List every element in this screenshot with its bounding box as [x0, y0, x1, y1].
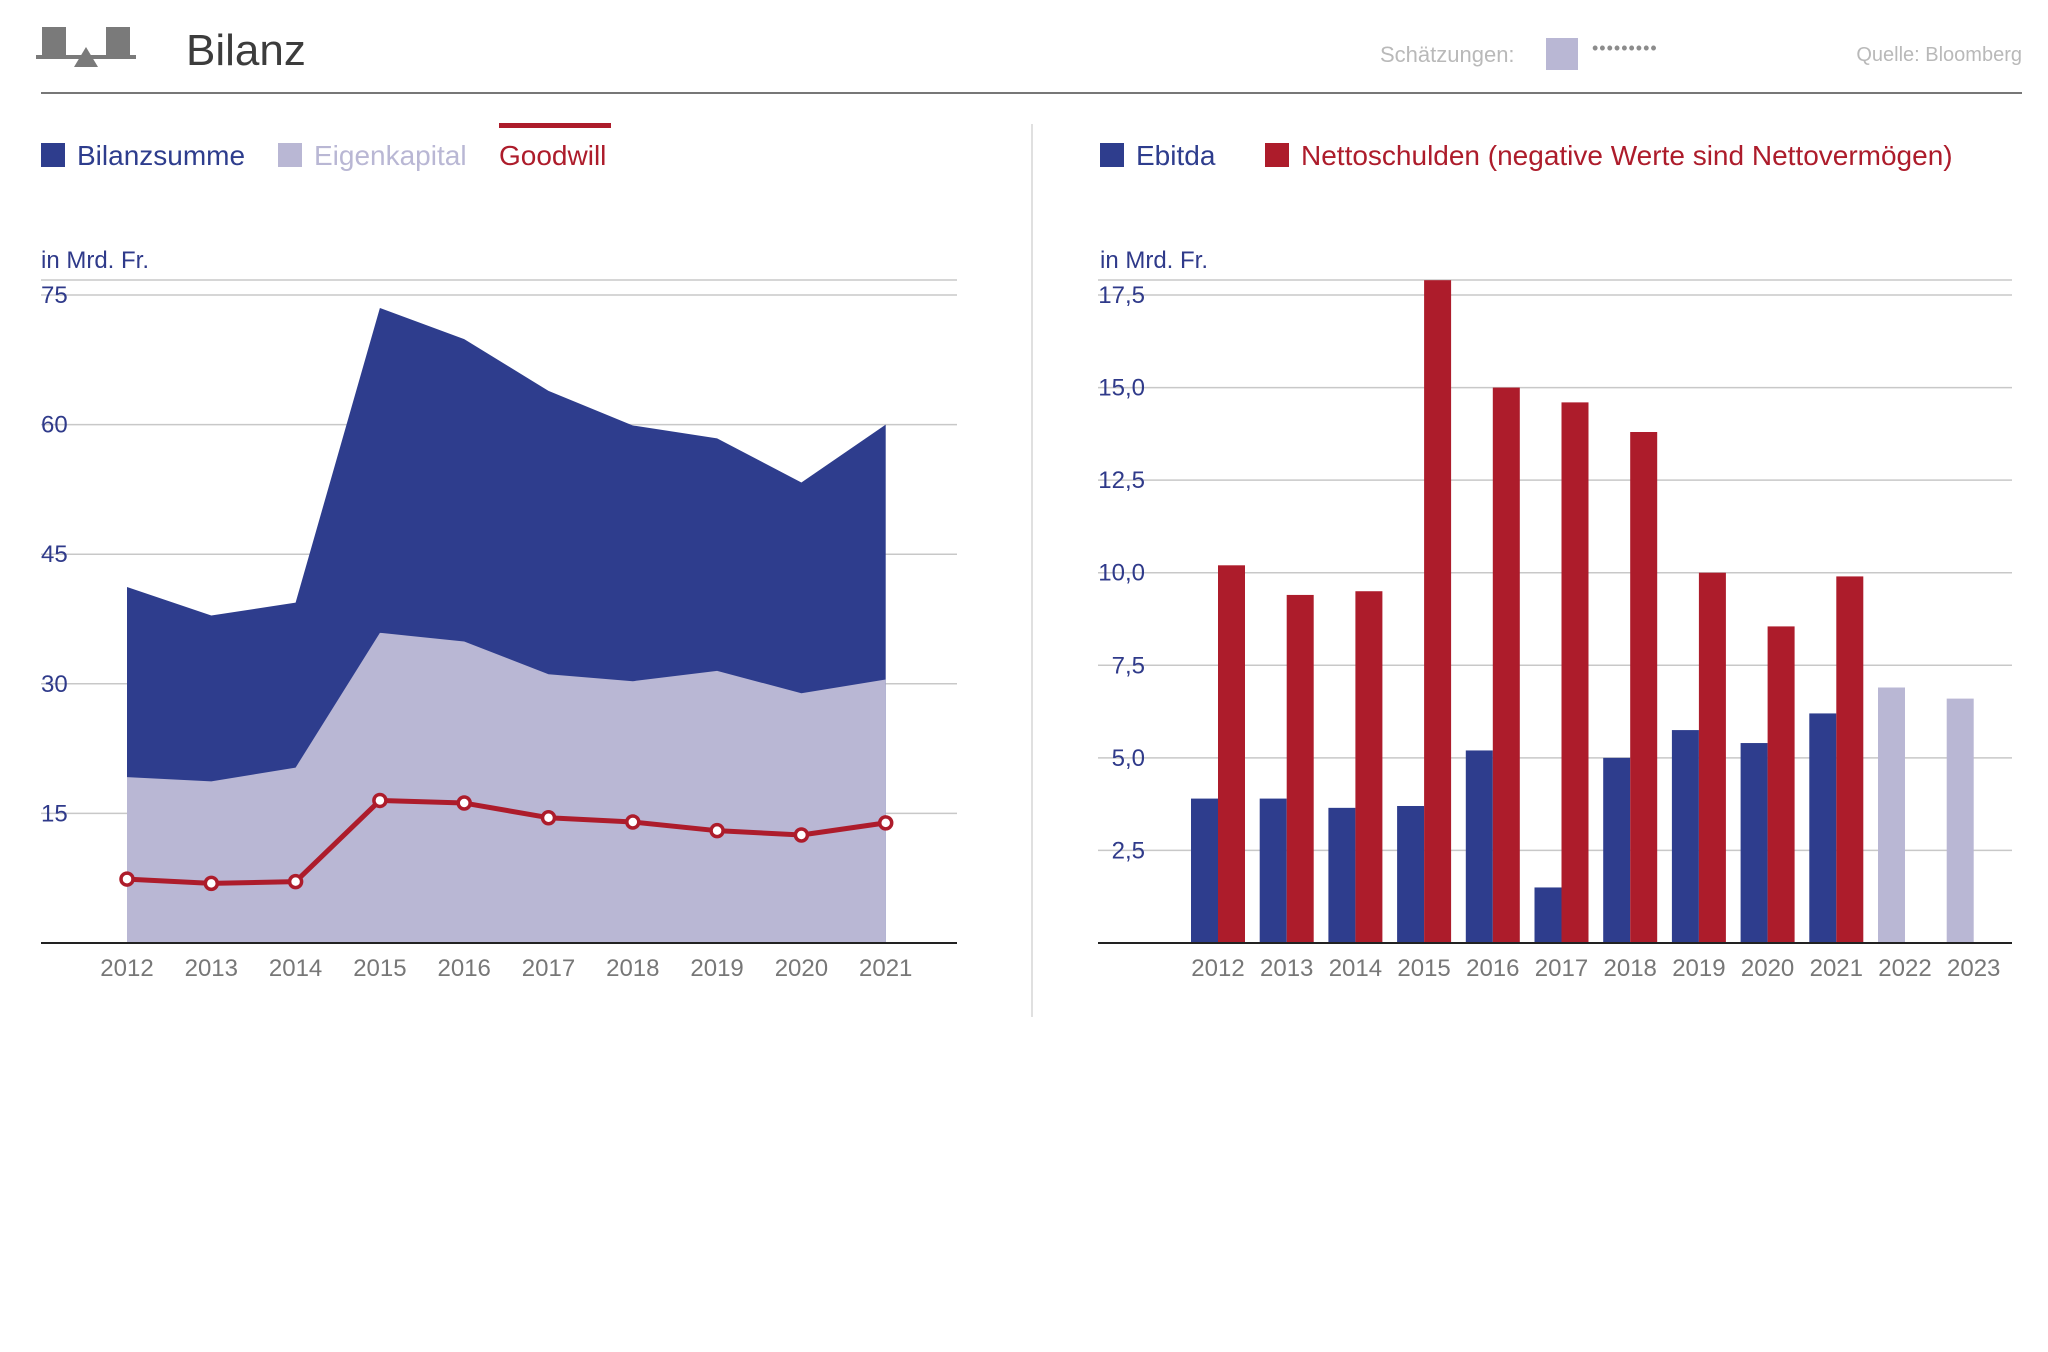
bar-ebitda-2023 — [1946, 698, 1974, 943]
estimates-dots: ••••••••• — [1592, 38, 1658, 58]
bar-ebitda-2013 — [1259, 798, 1287, 943]
y-tick-label-r-15,0: 15,0 — [1098, 375, 1145, 402]
legend-swatch-nettoschulden — [1265, 143, 1289, 167]
point-goodwill-2016 — [456, 795, 472, 811]
point-goodwill-2013 — [203, 875, 220, 892]
point-goodwill-2018 — [625, 814, 641, 830]
bar-nettoschulden-2016 — [1492, 387, 1520, 944]
x-tick-label-2016: 2016 — [438, 955, 491, 982]
legend-label-ebitda: Ebitda — [1136, 140, 1216, 171]
y-tick-label-r-12,5: 12,5 — [1098, 467, 1145, 494]
legend-swatch-ebitda — [1100, 143, 1124, 167]
bar-nettoschulden-2017 — [1561, 402, 1589, 944]
bar-ebitda-2020 — [1740, 743, 1768, 943]
ebitda-debt-bar-chart: 2012 2013 2014 2015 2016 2017 2018 2019 2020 2021… — [1098, 279, 2012, 982]
legend-label-goodwill: Goodwill — [499, 140, 607, 171]
bar-ebitda-2014 — [1328, 807, 1356, 943]
point-goodwill-2012 — [119, 871, 135, 887]
x-tick-label-r-2022: 2022 — [1878, 955, 1931, 982]
x-tick-label-r-2016: 2016 — [1466, 955, 1519, 982]
y-tick-label-r-5,0: 5,0 — [1112, 745, 1145, 772]
bar-ebitda-2021 — [1809, 713, 1837, 943]
x-tick-label-r-2023: 2023 — [1947, 955, 2000, 982]
point-goodwill-2020 — [793, 827, 810, 843]
x-tick-label-r-2012: 2012 — [1191, 955, 1244, 982]
legend-ebitda: Ebitda — [1100, 140, 1215, 172]
x-tick-label-2015: 2015 — [353, 955, 406, 982]
header-divider — [41, 92, 2022, 94]
x-tick-label-r-2018: 2018 — [1604, 955, 1657, 982]
legend-label-eigenkapital: Eigenkapital — [314, 140, 467, 171]
legend-eigenkapital: Eigenkapital — [278, 140, 467, 172]
x-tick-label-2020: 2020 — [775, 955, 828, 982]
x-tick-label-2019: 2019 — [690, 955, 743, 982]
legend-nettoschulden: Nettoschulden (negative Werte sind Netto… — [1265, 140, 1953, 172]
bar-nettoschulden-2014 — [1355, 591, 1383, 943]
panel-divider — [1031, 124, 1033, 1017]
point-goodwill-2021 — [877, 815, 894, 831]
point-goodwill-2014 — [287, 873, 304, 890]
bar-nettoschulden-2021 — [1836, 576, 1864, 943]
y-tick-label-15: 15 — [41, 800, 68, 827]
estimates-label: Schätzungen: — [1380, 42, 1515, 67]
x-tick-label-r-2020: 2020 — [1741, 955, 1794, 982]
y-tick-label-60: 60 — [41, 412, 68, 439]
y-tick-label-30: 30 — [41, 671, 68, 698]
bar-ebitda-2016 — [1465, 750, 1493, 943]
line-goodwill — [126, 797, 887, 886]
x-tick-label-2018: 2018 — [606, 955, 659, 982]
y-tick-label-r-2,5: 2,5 — [1112, 837, 1145, 864]
balance-area-chart: 15 30 45 60 75 2012 2013 2014 2015 2016 2017 2018 20… — [41, 279, 957, 982]
x-tick-label-2021: 2021 — [859, 955, 912, 982]
bar-nettoschulden-2012 — [1218, 565, 1245, 943]
x-tick-label-r-2017: 2017 — [1535, 955, 1588, 982]
x-tick-label-2014: 2014 — [269, 955, 322, 982]
x-tick-label-2017: 2017 — [522, 955, 575, 982]
legend-swatch-eigenkapital — [278, 143, 302, 167]
page-title: Bilanz — [186, 26, 306, 75]
x-tick-label-r-2013: 2013 — [1260, 955, 1313, 982]
bar-nettoschulden-2015 — [1424, 280, 1452, 943]
bar-ebitda-2018 — [1603, 757, 1631, 943]
bar-nettoschulden-2020 — [1767, 626, 1795, 943]
bar-ebitda-2019 — [1671, 730, 1699, 943]
x-tick-label-r-2015: 2015 — [1397, 955, 1450, 982]
y-tick-label-r-10,0: 10,0 — [1098, 560, 1145, 587]
area-eigenkapital — [127, 632, 886, 943]
bar-ebitda-2012 — [1191, 798, 1218, 943]
y-tick-label-75: 75 — [41, 282, 68, 309]
y-tick-label-r-7,5: 7,5 — [1112, 652, 1145, 679]
point-goodwill-2015 — [372, 792, 388, 809]
x-tick-label-2013: 2013 — [185, 955, 238, 982]
right-unit-label: in Mrd. Fr. — [1100, 247, 1209, 274]
bar-ebitda-2022 — [1878, 687, 1905, 943]
legend-label-nettoschulden: Nettoschulden (negative Werte sind Netto… — [1301, 140, 1953, 171]
balance-scale-icon — [36, 27, 136, 67]
y-tick-label-45: 45 — [41, 541, 68, 568]
bar-nettoschulden-2018 — [1630, 432, 1658, 943]
bar-nettoschulden-2019 — [1698, 572, 1726, 943]
source-note: Quelle: Bloomberg — [1856, 44, 2022, 66]
bar-nettoschulden-2013 — [1286, 594, 1314, 943]
point-goodwill-2019 — [709, 822, 725, 839]
bar-ebitda-2017 — [1534, 887, 1562, 943]
legend-swatch-bilanzsumme — [41, 143, 65, 167]
legend-goodwill: Goodwill — [499, 140, 606, 172]
x-tick-label-r-2014: 2014 — [1329, 955, 1382, 982]
legend-bilanzsumme: Bilanzsumme — [41, 140, 245, 172]
y-tick-label-r-17,5: 17,5 — [1098, 282, 1145, 309]
left-unit-label: in Mrd. Fr. — [41, 247, 150, 274]
estimates-swatch — [1546, 38, 1578, 70]
x-tick-label-r-2021: 2021 — [1810, 955, 1863, 982]
legend-label-bilanzsumme: Bilanzsumme — [77, 140, 246, 171]
point-goodwill-2017 — [540, 809, 557, 826]
legend-swatch-goodwill — [499, 123, 611, 128]
x-tick-label-r-2019: 2019 — [1672, 955, 1725, 982]
x-tick-label-2012: 2012 — [100, 955, 153, 982]
bar-ebitda-2015 — [1397, 805, 1425, 943]
